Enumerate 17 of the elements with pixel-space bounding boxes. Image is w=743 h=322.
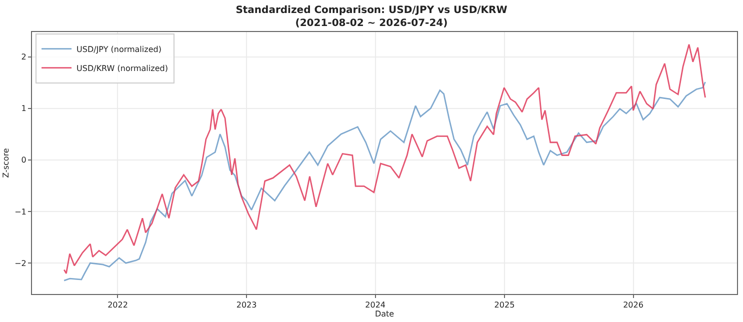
y-tick-label: 2 bbox=[21, 52, 26, 62]
y-tick-label: 1 bbox=[21, 104, 26, 114]
line-series bbox=[63, 81, 706, 282]
legend-label: USD/KRW (normalized) bbox=[76, 64, 168, 73]
x-tick-label: 2024 bbox=[365, 300, 386, 310]
legend-label: USD/JPY (normalized) bbox=[76, 44, 162, 54]
x-axis-title: Date bbox=[374, 310, 394, 319]
x-tick-label: 2023 bbox=[236, 300, 257, 310]
line-series bbox=[63, 44, 706, 274]
y-tick-label: 0 bbox=[21, 156, 26, 165]
x-tick-label: 2026 bbox=[623, 300, 644, 310]
x-tick-label: 2025 bbox=[494, 300, 515, 310]
x-tick-label: 2022 bbox=[108, 300, 128, 310]
chart-title: Standardized Comparison: USD/JPY vs USD/KRW (2021-08-02 ~ 2026-07-24) bbox=[236, 4, 508, 29]
y-tick-label: −1 bbox=[14, 207, 26, 216]
y-tick-label: −2 bbox=[14, 258, 26, 268]
y-axis-title: Z-score bbox=[1, 148, 10, 178]
